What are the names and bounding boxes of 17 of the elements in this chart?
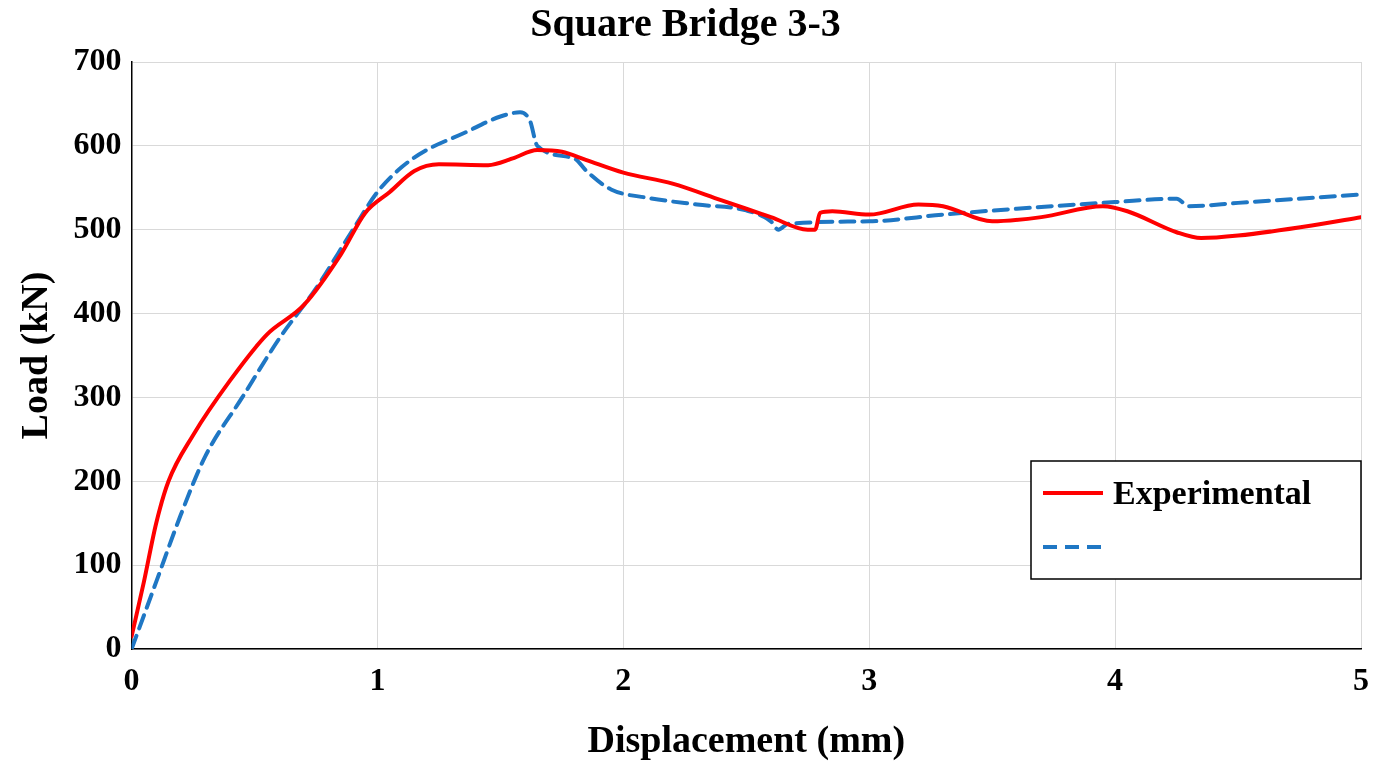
x-tick-label: 2	[615, 661, 632, 698]
y-tick-label: 100	[73, 544, 122, 581]
x-tick-label: 4	[1107, 661, 1124, 698]
y-tick-label: 700	[73, 41, 122, 78]
x-tick-label: 3	[861, 661, 878, 698]
y-axis-title: Load (kN)	[12, 271, 56, 440]
y-tick-label: 300	[73, 376, 122, 413]
y-tick-label: 0	[105, 628, 122, 665]
x-tick-label: 5	[1353, 661, 1369, 698]
x-tick-label: 1	[369, 661, 386, 698]
legend-label: Experimental	[1113, 473, 1312, 511]
y-tick-label: 600	[73, 125, 122, 162]
x-axis-title: Displacement (mm)	[587, 718, 906, 762]
y-tick-label: 200	[73, 460, 122, 497]
y-tick-label: 500	[73, 208, 122, 245]
y-tick-label: 400	[73, 292, 122, 329]
chart-title: Square Bridge 3-3	[530, 0, 841, 46]
